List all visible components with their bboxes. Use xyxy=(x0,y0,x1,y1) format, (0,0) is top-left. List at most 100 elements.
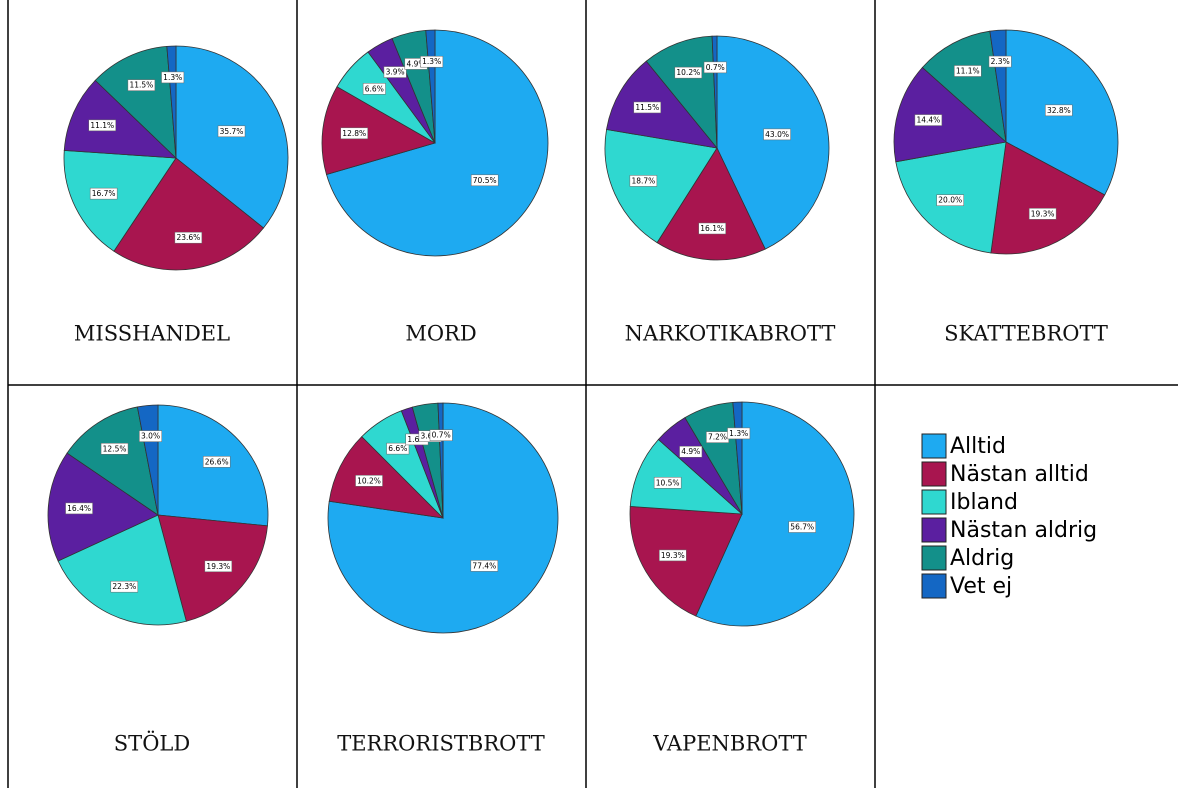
value-label-box xyxy=(954,65,982,77)
value-label-box xyxy=(763,128,791,141)
value-label: 4.9% xyxy=(681,447,700,456)
value-label-box xyxy=(355,475,383,487)
pie-slice xyxy=(921,30,1007,144)
value-label-box xyxy=(629,175,658,187)
value-label-box xyxy=(470,560,499,572)
value-label-box xyxy=(161,71,185,84)
chart-title: SKATTEBROTT xyxy=(944,322,1108,346)
chart-title: NARKOTIKABROTT xyxy=(625,322,836,346)
value-label-box xyxy=(429,429,453,441)
value-label-box xyxy=(788,521,816,533)
value-label: 19.3% xyxy=(206,562,230,571)
value-label: 11.1% xyxy=(90,121,114,130)
value-label-box xyxy=(362,83,386,95)
value-label: 32.8% xyxy=(1047,106,1071,115)
pie-slice xyxy=(604,129,718,244)
value-label-box xyxy=(914,114,943,126)
legend-label: Nästan aldrig xyxy=(950,518,1097,543)
value-label: 1.3% xyxy=(422,57,441,66)
value-label: 12.8% xyxy=(342,129,366,138)
legend-swatch xyxy=(921,545,947,571)
value-label: 11.5% xyxy=(129,81,153,90)
value-label: 10.5% xyxy=(656,478,680,487)
legend-label: Alltid xyxy=(950,434,1006,459)
pie-slice xyxy=(327,402,559,634)
value-label-box xyxy=(420,55,444,68)
value-label: 11.1% xyxy=(956,66,980,75)
pie-slice xyxy=(656,147,766,261)
value-label-box xyxy=(1028,208,1057,220)
value-label-box xyxy=(100,443,129,455)
value-label-box xyxy=(139,430,163,442)
value-label-box xyxy=(202,456,231,468)
value-label: 18.7% xyxy=(631,176,655,185)
value-label-box xyxy=(703,61,727,74)
pie-slice xyxy=(716,35,830,250)
value-label-box xyxy=(88,119,117,132)
value-label: 19.3% xyxy=(661,551,685,560)
value-label-box xyxy=(386,442,410,455)
value-label-box xyxy=(988,55,1012,68)
legend-swatch xyxy=(921,461,947,487)
chart-title: STÖLD xyxy=(114,731,190,756)
value-label: 20.0% xyxy=(938,196,962,205)
value-label: 1.6% xyxy=(407,435,426,444)
value-label: 43.0% xyxy=(765,130,789,139)
pie-slice xyxy=(629,438,744,515)
pie-slice xyxy=(63,150,177,252)
value-label: 16.7% xyxy=(92,189,116,198)
pie-slice xyxy=(606,60,718,149)
value-label-box xyxy=(698,222,726,235)
value-label: 16.1% xyxy=(700,224,724,233)
value-label: 3.9% xyxy=(386,68,405,77)
value-label: 4.9% xyxy=(406,59,425,68)
value-label: 56.7% xyxy=(790,522,814,531)
pie-slice xyxy=(66,406,159,516)
chart-title: VAPENBROTT xyxy=(652,732,807,756)
value-label: 77.4% xyxy=(472,561,496,570)
value-label: 0.7% xyxy=(706,63,725,72)
value-label-box xyxy=(204,560,233,573)
pie-slice xyxy=(629,506,743,617)
value-label-box xyxy=(110,580,139,593)
value-label: 10.2% xyxy=(357,476,381,485)
legend-swatch xyxy=(921,489,947,515)
pie-slice xyxy=(325,29,549,257)
value-label-box xyxy=(383,66,407,78)
pie-slice xyxy=(63,79,178,159)
pie-slice xyxy=(113,157,265,271)
value-label-box xyxy=(217,125,246,138)
value-label: 10.2% xyxy=(676,68,700,77)
value-label: 12.5% xyxy=(103,444,127,453)
value-label: 23.6% xyxy=(176,233,200,242)
value-label-box xyxy=(674,66,703,79)
value-label-box xyxy=(653,477,682,489)
value-label: 14.4% xyxy=(916,116,940,125)
pie-slice xyxy=(94,45,177,160)
value-label-box xyxy=(127,79,156,91)
pie-slice xyxy=(893,66,1007,163)
value-label-box xyxy=(727,427,751,440)
value-label-box xyxy=(340,127,368,140)
pie-slice xyxy=(645,35,718,150)
value-label-box xyxy=(679,445,703,458)
chart-title: MISSHANDEL xyxy=(74,322,230,346)
legend-label: Nästan alltid xyxy=(950,462,1089,487)
value-label: 35.7% xyxy=(220,127,244,136)
value-label-box xyxy=(659,549,687,562)
legend-swatch xyxy=(921,517,947,543)
chart-title: TERRORISTBROTT xyxy=(337,732,545,756)
pie-slice xyxy=(328,436,445,519)
value-label: 6.6% xyxy=(388,444,407,453)
value-label: 0.7% xyxy=(432,431,451,440)
pie-slice xyxy=(57,514,187,626)
value-label-box xyxy=(65,502,93,515)
value-label: 19.3% xyxy=(1031,209,1055,218)
value-label: 11.5% xyxy=(635,103,659,112)
value-label: 3.0% xyxy=(141,432,160,441)
pie-slice xyxy=(990,141,1106,255)
value-label-box xyxy=(936,194,964,206)
pie-slice xyxy=(321,86,437,176)
value-label: 7.2% xyxy=(708,433,727,442)
